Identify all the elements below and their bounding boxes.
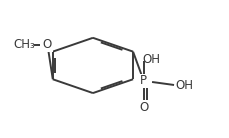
Text: OH: OH: [175, 79, 193, 92]
Text: CH₃: CH₃: [13, 38, 35, 51]
Text: P: P: [140, 74, 147, 87]
Text: O: O: [43, 38, 52, 51]
Text: OH: OH: [141, 53, 159, 66]
Text: O: O: [139, 101, 148, 114]
